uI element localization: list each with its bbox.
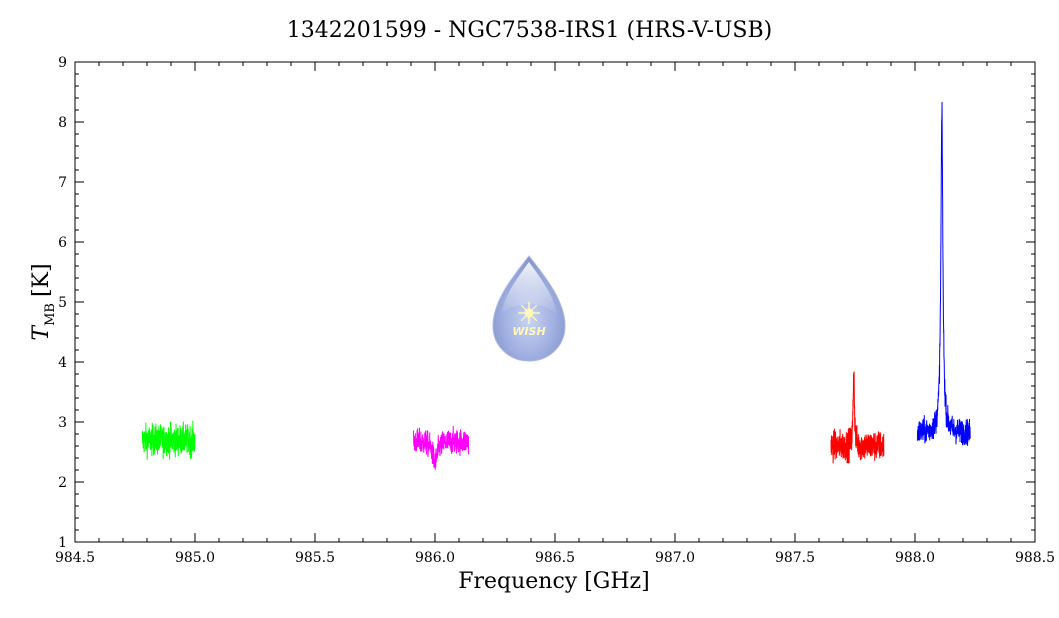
x-tick-label: 988.5 [1015,550,1055,566]
wish-logo: WISH [492,255,566,362]
y-axis-title: TMB [K] [29,263,58,340]
series-layer [141,102,971,470]
spectrum-series-line-4 [916,102,971,446]
y-tick-label: 4 [58,355,67,371]
x-tick-label: 986.5 [535,550,575,566]
spectrum-series-line-3 [830,370,885,464]
x-tick-label: 988.0 [895,550,935,566]
y-tick-label: 5 [58,295,67,311]
spectrum-series-line-1 [141,420,196,460]
y-tick-label: 9 [58,55,67,71]
x-axis-title: Frequency [GHz] [458,569,650,594]
star-icon [518,302,540,324]
y-axis-symbol: T [29,324,54,341]
y-tick-label: 1 [58,535,67,551]
axes-layer: 984.5 985.0 985.5 986.0 986.5 987.0 987.5 988.0… [55,55,1055,566]
x-tick-label: 987.0 [655,550,695,566]
x-tick-label: 986.0 [415,550,455,566]
chart-title: 1342201599 - NGC7538-IRS1 (HRS-V-USB) [286,18,773,43]
y-tick-label: 3 [58,415,67,431]
x-tick-label: 985.5 [295,550,335,566]
y-tick-label: 2 [58,475,67,491]
y-tick-label: 8 [58,115,67,131]
x-tick-label: 987.5 [775,550,815,566]
x-tick-label: 984.5 [55,550,95,566]
y-axis-subscript: MB [43,303,58,326]
x-tick-label: 985.0 [175,550,215,566]
spectrum-series-line-2 [412,426,470,470]
y-tick-label: 7 [58,175,67,191]
svg-text:TMB[K]: TMB [K] [29,263,58,340]
y-tick-label: 6 [58,235,67,251]
wish-logo-text: WISH [512,325,545,338]
y-axis-unit: [K] [29,263,54,297]
